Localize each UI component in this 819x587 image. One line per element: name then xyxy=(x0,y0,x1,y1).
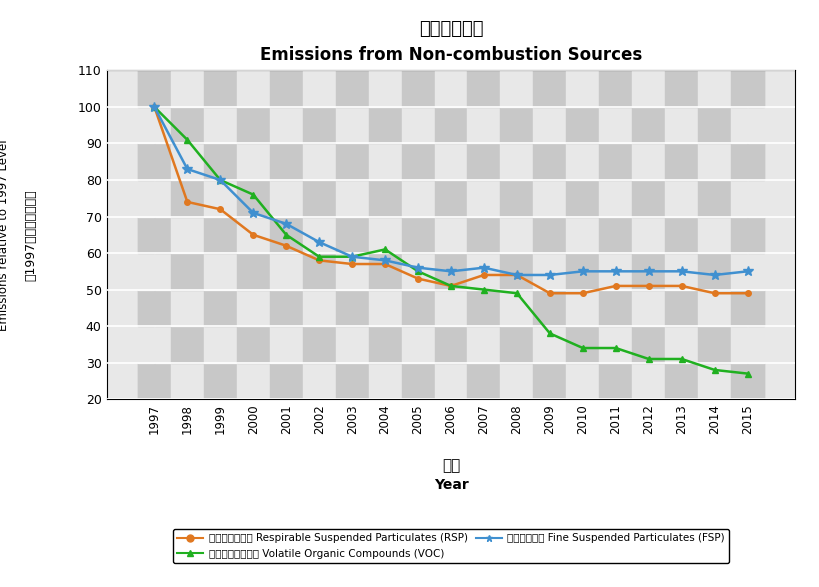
Text: 非燃燒源排放: 非燃燒源排放 xyxy=(419,19,482,38)
Line: 可吸入懸浮粒子 Respirable Suspended Particulates (RSP): 可吸入懸浮粒子 Respirable Suspended Particulate… xyxy=(152,104,749,296)
微細懸浮粒子 Fine Suspended Particulates (FSP) xyxy=(742,268,752,275)
揮發性有機化合物 Volatile Organic Compounds (VOC) xyxy=(248,191,258,198)
揮發性有機化合物 Volatile Organic Compounds (VOC) xyxy=(545,330,554,337)
可吸入懸浮粒子 Respirable Suspended Particulates (RSP) xyxy=(577,290,587,297)
可吸入懸浮粒子 Respirable Suspended Particulates (RSP) xyxy=(380,261,390,268)
可吸入懸浮粒子 Respirable Suspended Particulates (RSP) xyxy=(446,282,455,289)
可吸入懸浮粒子 Respirable Suspended Particulates (RSP) xyxy=(413,275,423,282)
Legend: 可吸入懸浮粒子 Respirable Suspended Particulates (RSP), 揮發性有機化合物 Volatile Organic Compo: 可吸入懸浮粒子 Respirable Suspended Particulate… xyxy=(173,529,728,563)
微細懸浮粒子 Fine Suspended Particulates (FSP) xyxy=(281,220,291,227)
微細懸浮粒子 Fine Suspended Particulates (FSP) xyxy=(610,268,620,275)
揮發性有機化合物 Volatile Organic Compounds (VOC) xyxy=(742,370,752,377)
揮發性有機化合物 Volatile Organic Compounds (VOC) xyxy=(314,253,324,260)
微細懸浮粒子 Fine Suspended Particulates (FSP) xyxy=(248,210,258,217)
微細懸浮粒子 Fine Suspended Particulates (FSP) xyxy=(380,257,390,264)
可吸入懸浮粒子 Respirable Suspended Particulates (RSP) xyxy=(248,231,258,238)
可吸入懸浮粒子 Respirable Suspended Particulates (RSP) xyxy=(182,198,192,205)
Text: Emissions from Non-combustion Sources: Emissions from Non-combustion Sources xyxy=(260,46,641,64)
微細懸浮粒子 Fine Suspended Particulates (FSP) xyxy=(215,177,225,184)
可吸入懸浮粒子 Respirable Suspended Particulates (RSP) xyxy=(709,290,719,297)
Line: 揮發性有機化合物 Volatile Organic Compounds (VOC): 揮發性有機化合物 Volatile Organic Compounds (VOC… xyxy=(151,103,750,377)
微細懸浮粒子 Fine Suspended Particulates (FSP) xyxy=(149,103,159,110)
Text: Year: Year xyxy=(433,478,468,492)
微細懸浮粒子 Fine Suspended Particulates (FSP) xyxy=(545,271,554,278)
揮發性有機化合物 Volatile Organic Compounds (VOC) xyxy=(182,136,192,143)
微細懸浮粒子 Fine Suspended Particulates (FSP) xyxy=(577,268,587,275)
可吸入懸浮粒子 Respirable Suspended Particulates (RSP) xyxy=(610,282,620,289)
可吸入懸浮粒子 Respirable Suspended Particulates (RSP) xyxy=(545,290,554,297)
揮發性有機化合物 Volatile Organic Compounds (VOC) xyxy=(511,290,521,297)
揮發性有機化合物 Volatile Organic Compounds (VOC) xyxy=(643,356,653,363)
揮發性有機化合物 Volatile Organic Compounds (VOC) xyxy=(478,286,488,293)
揮發性有機化合物 Volatile Organic Compounds (VOC) xyxy=(346,253,356,260)
微細懸浮粒子 Fine Suspended Particulates (FSP) xyxy=(643,268,653,275)
揮發性有機化合物 Volatile Organic Compounds (VOC) xyxy=(380,246,390,253)
揮發性有機化合物 Volatile Organic Compounds (VOC) xyxy=(281,231,291,238)
揮發性有機化合物 Volatile Organic Compounds (VOC) xyxy=(215,177,225,184)
可吸入懸浮粒子 Respirable Suspended Particulates (RSP) xyxy=(742,290,752,297)
揮發性有機化合物 Volatile Organic Compounds (VOC) xyxy=(446,282,455,289)
揮發性有機化合物 Volatile Organic Compounds (VOC) xyxy=(709,366,719,373)
揮發性有機化合物 Volatile Organic Compounds (VOC) xyxy=(149,103,159,110)
Line: 微細懸浮粒子 Fine Suspended Particulates (FSP): 微細懸浮粒子 Fine Suspended Particulates (FSP) xyxy=(149,102,752,280)
可吸入懸浮粒子 Respirable Suspended Particulates (RSP) xyxy=(346,261,356,268)
微細懸浮粒子 Fine Suspended Particulates (FSP) xyxy=(511,271,521,278)
揮發性有機化合物 Volatile Organic Compounds (VOC) xyxy=(577,345,587,352)
揮發性有機化合物 Volatile Organic Compounds (VOC) xyxy=(610,345,620,352)
Text: 與1997年相比的排放量: 與1997年相比的排放量 xyxy=(25,189,38,281)
微細懸浮粒子 Fine Suspended Particulates (FSP) xyxy=(446,268,455,275)
Text: 年份: 年份 xyxy=(441,458,459,473)
微細懸浮粒子 Fine Suspended Particulates (FSP) xyxy=(182,166,192,173)
微細懸浮粒子 Fine Suspended Particulates (FSP) xyxy=(314,238,324,245)
可吸入懸浮粒子 Respirable Suspended Particulates (RSP) xyxy=(215,205,225,212)
微細懸浮粒子 Fine Suspended Particulates (FSP) xyxy=(346,253,356,260)
可吸入懸浮粒子 Respirable Suspended Particulates (RSP) xyxy=(676,282,686,289)
微細懸浮粒子 Fine Suspended Particulates (FSP) xyxy=(676,268,686,275)
可吸入懸浮粒子 Respirable Suspended Particulates (RSP) xyxy=(281,242,291,249)
微細懸浮粒子 Fine Suspended Particulates (FSP) xyxy=(413,264,423,271)
可吸入懸浮粒子 Respirable Suspended Particulates (RSP) xyxy=(643,282,653,289)
揮發性有機化合物 Volatile Organic Compounds (VOC) xyxy=(413,268,423,275)
可吸入懸浮粒子 Respirable Suspended Particulates (RSP) xyxy=(149,103,159,110)
可吸入懸浮粒子 Respirable Suspended Particulates (RSP) xyxy=(511,271,521,278)
Text: Emissions relative to 1997 Level: Emissions relative to 1997 Level xyxy=(0,139,10,330)
微細懸浮粒子 Fine Suspended Particulates (FSP) xyxy=(478,264,488,271)
揮發性有機化合物 Volatile Organic Compounds (VOC) xyxy=(676,356,686,363)
可吸入懸浮粒子 Respirable Suspended Particulates (RSP) xyxy=(314,257,324,264)
微細懸浮粒子 Fine Suspended Particulates (FSP) xyxy=(709,271,719,278)
可吸入懸浮粒子 Respirable Suspended Particulates (RSP) xyxy=(478,271,488,278)
